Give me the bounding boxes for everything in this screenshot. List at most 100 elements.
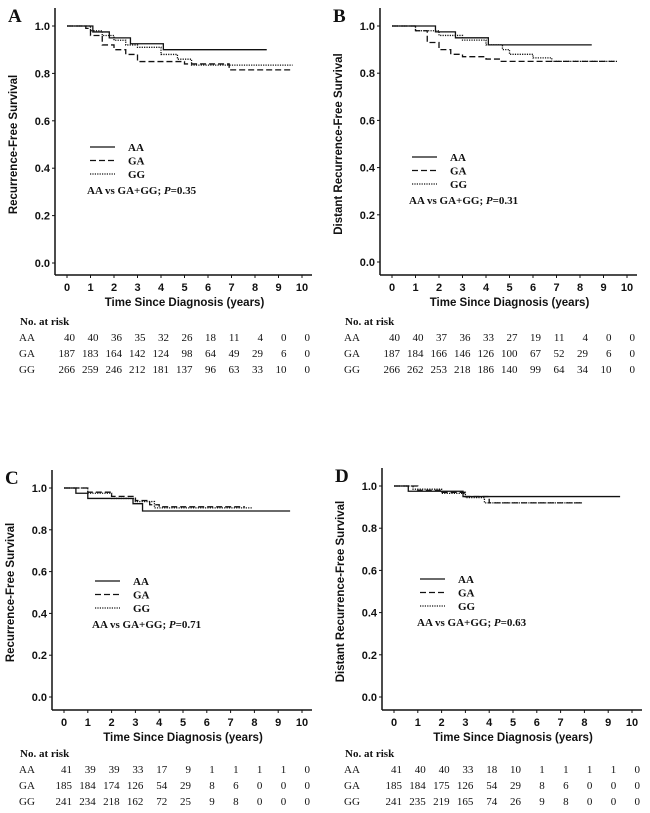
legend-label-gg: GG	[128, 169, 146, 181]
risk-cell: 0	[635, 780, 641, 792]
risk-cell: 29	[510, 780, 522, 792]
x-tick-label: 1	[412, 282, 418, 294]
risk-cell: 0	[587, 780, 593, 792]
x-tick-label: 2	[111, 282, 117, 294]
risk-cell: 35	[135, 332, 147, 344]
risk-cell: 99	[530, 364, 542, 376]
risk-cell: 0	[630, 364, 636, 376]
risk-cell: 266	[384, 364, 401, 376]
risk-table-title: No. at risk	[20, 316, 70, 328]
panel-letter: A	[8, 6, 22, 27]
x-tick-label: 6	[530, 282, 536, 294]
p-label: P	[169, 619, 176, 631]
risk-cell: 8	[563, 796, 569, 808]
risk-cell: 184	[407, 348, 424, 360]
risk-cell: 1	[281, 764, 287, 776]
risk-cell: 72	[156, 796, 167, 808]
risk-cell: 10	[276, 364, 288, 376]
risk-cell: 26	[182, 332, 194, 344]
risk-cell: 142	[129, 348, 146, 360]
x-tick-label: 6	[205, 282, 211, 294]
panel-a: A 0.0 0.2 0.4 0.6 0.8 1.0 0 1 2 3 4 5 6 7 8 9 10 Time Sinc…	[8, 6, 312, 376]
risk-cell: 26	[510, 796, 522, 808]
x-tick-label: 9	[275, 717, 281, 729]
risk-cell: 0	[606, 332, 612, 344]
legend-label-aa: AA	[450, 152, 466, 164]
y-tick-label: 1.0	[362, 481, 377, 493]
curve-gg	[64, 487, 253, 509]
panel-letter: D	[335, 466, 349, 487]
risk-cell: 234	[79, 796, 96, 808]
risk-row-label: AA	[19, 764, 35, 776]
x-tick-label: 2	[109, 717, 115, 729]
legend-label-ga: GA	[128, 156, 145, 168]
x-tick-label: 3	[462, 717, 468, 729]
risk-cell: 64	[554, 364, 566, 376]
x-tick-label: 7	[558, 717, 564, 729]
y-tick-label: 0.4	[35, 163, 51, 175]
risk-cell: 33	[252, 364, 264, 376]
risk-cell: 40	[88, 332, 100, 344]
risk-table-title: No. at risk	[20, 748, 70, 760]
x-tick-label: 10	[621, 282, 633, 294]
risk-cell: 253	[431, 364, 448, 376]
risk-cell: 164	[106, 348, 123, 360]
risk-row-label: GA	[19, 780, 35, 792]
risk-cell: 98	[182, 348, 194, 360]
risk-cell: 64	[205, 348, 217, 360]
x-tick-label: 8	[252, 282, 258, 294]
risk-cell: 262	[407, 364, 424, 376]
risk-cell: 0	[630, 348, 636, 360]
risk-cell: 0	[611, 780, 617, 792]
risk-cell: 63	[229, 364, 241, 376]
panel-letter: C	[5, 468, 19, 489]
x-tick-label: 3	[132, 717, 138, 729]
p-value: =0.31	[493, 195, 519, 207]
x-tick-label: 10	[296, 282, 308, 294]
risk-cell: 11	[229, 332, 240, 344]
y-tick-label: 1.0	[360, 21, 375, 33]
y-tick-label: 0.8	[35, 68, 50, 80]
risk-cell: 126	[478, 348, 495, 360]
risk-cell: 0	[257, 780, 263, 792]
risk-cell: 32	[158, 332, 169, 344]
risk-cell: 187	[59, 348, 76, 360]
risk-cell: 174	[103, 780, 120, 792]
risk-cell: 29	[252, 348, 264, 360]
risk-cell: 212	[129, 364, 146, 376]
risk-row-label: GA	[19, 348, 35, 360]
risk-cell: 39	[109, 764, 121, 776]
legend-label-gg: GG	[458, 601, 476, 613]
risk-table-title: No. at risk	[345, 316, 395, 328]
x-tick-label: 8	[251, 717, 257, 729]
risk-row-label: AA	[344, 332, 360, 344]
x-tick-label: 9	[275, 282, 281, 294]
risk-cell: 246	[106, 364, 123, 376]
y-tick-label: 0.4	[362, 608, 378, 620]
risk-cell: 0	[630, 332, 636, 344]
risk-cell: 185	[386, 780, 403, 792]
risk-cell: 41	[61, 764, 72, 776]
risk-cell: 1	[587, 764, 593, 776]
risk-cell: 187	[384, 348, 401, 360]
p-value-annotation: AA vs GA+GG; P=0.71	[92, 619, 201, 631]
risk-cell: 19	[530, 332, 542, 344]
x-tick-label: 4	[158, 282, 165, 294]
y-tick-label: 0.0	[35, 258, 50, 270]
risk-cell: 9	[209, 796, 215, 808]
x-tick-label: 5	[510, 717, 516, 729]
risk-row-label: AA	[19, 332, 35, 344]
comparison-text: AA vs GA+GG;	[409, 195, 486, 207]
risk-cell: 10	[510, 764, 522, 776]
risk-cell: 36	[460, 332, 472, 344]
risk-cell: 0	[305, 796, 311, 808]
x-axis-title: Time Since Diagnosis (years)	[430, 297, 590, 309]
legend-label-aa: AA	[128, 142, 144, 154]
y-tick-label: 0.8	[32, 525, 47, 537]
risk-cell: 96	[205, 364, 217, 376]
y-tick-label: 0.0	[32, 692, 47, 704]
y-tick-label: 0.6	[362, 565, 377, 577]
risk-cell: 33	[462, 764, 474, 776]
curve-ga	[394, 485, 583, 504]
risk-cell: 0	[611, 796, 617, 808]
